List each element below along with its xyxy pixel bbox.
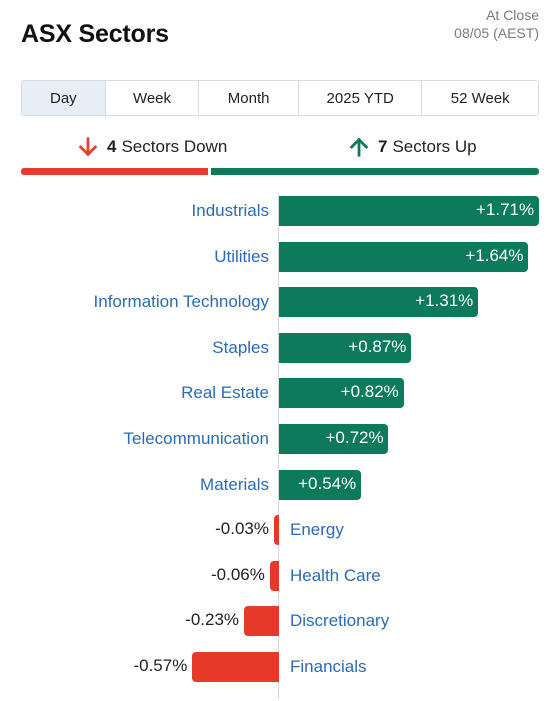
tab-week[interactable]: Week bbox=[105, 81, 200, 115]
status-line-1: At Close bbox=[486, 7, 539, 23]
period-tabs: Day Week Month 2025 YTD 52 Week bbox=[21, 80, 539, 116]
sector-row-health-care: Health Care -0.06% bbox=[0, 560, 546, 591]
value-label-health-care: -0.06% bbox=[211, 564, 265, 584]
value-label-financials: -0.57% bbox=[133, 656, 188, 675]
market-status: At Close 08/05 (AEST) bbox=[454, 6, 539, 42]
arrow-down-icon bbox=[78, 137, 98, 157]
bar-industrials[interactable] bbox=[279, 196, 539, 226]
sectors-up-count: 7 bbox=[378, 137, 388, 156]
sector-label-health-care[interactable]: Health Care bbox=[290, 565, 381, 585]
sector-row-discretionary: Discretionary -0.23% bbox=[0, 606, 546, 637]
sector-row-telecommunication: Telecommunication +0.72% bbox=[0, 424, 546, 454]
bar-discretionary[interactable] bbox=[244, 606, 279, 637]
sector-row-financials: Financials -0.57% bbox=[0, 652, 546, 682]
sectors-up-bar bbox=[211, 168, 539, 175]
value-label-information-technology: +1.31% bbox=[415, 291, 474, 311]
sector-label-real-estate[interactable]: Real Estate bbox=[181, 383, 269, 403]
sector-label-industrials[interactable]: Industrials bbox=[191, 201, 269, 220]
header: ASX Sectors At Close 08/05 (AEST) bbox=[21, 6, 539, 56]
status-date: 08/05 (AEST) bbox=[454, 25, 539, 41]
sectors-down-bar bbox=[21, 168, 208, 175]
arrow-up-icon bbox=[349, 137, 369, 157]
bar-real-estate[interactable] bbox=[279, 378, 404, 409]
sector-row-information-technology: Information Technology +1.31% bbox=[0, 287, 546, 318]
bar-health-care[interactable] bbox=[269, 560, 279, 591]
sectors-down-summary: 4 Sectors Down bbox=[77, 132, 227, 162]
sectors-down-count: 4 bbox=[107, 137, 117, 156]
sector-label-staples[interactable]: Staples bbox=[212, 337, 269, 357]
sector-row-real-estate: Real Estate +0.82% bbox=[0, 378, 546, 409]
bar-energy[interactable] bbox=[274, 515, 279, 546]
value-label-industrials: +1.71% bbox=[476, 200, 535, 219]
sector-label-telecommunication[interactable]: Telecommunication bbox=[123, 429, 269, 448]
value-label-discretionary: -0.23% bbox=[185, 610, 240, 630]
value-label-utilities: +1.64% bbox=[465, 245, 524, 265]
sector-label-materials[interactable]: Materials bbox=[200, 474, 269, 494]
value-label-telecommunication: +0.72% bbox=[325, 428, 384, 447]
value-label-materials: +0.54% bbox=[298, 473, 357, 493]
sector-label-discretionary[interactable]: Discretionary bbox=[290, 611, 390, 631]
sector-label-utilities[interactable]: Utilities bbox=[214, 246, 269, 266]
sector-label-financials[interactable]: Financials bbox=[290, 657, 367, 676]
sector-label-energy[interactable]: Energy bbox=[290, 520, 344, 540]
tab-month[interactable]: Month bbox=[199, 81, 299, 115]
bar-financials[interactable] bbox=[192, 652, 279, 682]
sectors-up-label: Sectors Up bbox=[392, 137, 477, 156]
bar-information-technology[interactable] bbox=[279, 287, 479, 318]
tab-2025-ytd[interactable]: 2025 YTD bbox=[298, 81, 423, 115]
sector-label-information-technology[interactable]: Information Technology bbox=[93, 292, 269, 312]
sector-row-industrials: Industrials +1.71% bbox=[0, 196, 546, 226]
value-label-real-estate: +0.82% bbox=[340, 382, 399, 402]
value-label-staples: +0.87% bbox=[348, 336, 407, 356]
sectors-up-summary: 7 Sectors Up bbox=[348, 132, 477, 162]
tab-52-week[interactable]: 52 Week bbox=[422, 81, 538, 115]
sector-performance-chart: Industrials +1.71% Utilities +1.64% Informat… bbox=[0, 188, 546, 701]
bar-telecommunication[interactable] bbox=[279, 424, 389, 454]
tab-day[interactable]: Day bbox=[22, 81, 106, 115]
bar-utilities[interactable] bbox=[279, 241, 529, 272]
sector-row-energy: Energy -0.03% bbox=[0, 515, 546, 546]
sector-row-staples: Staples +0.87% bbox=[0, 332, 546, 363]
zero-axis bbox=[278, 194, 279, 699]
sector-row-materials: Materials +0.54% bbox=[0, 469, 546, 500]
sector-summary: 4 Sectors Down 7 Sectors Up bbox=[21, 132, 539, 178]
bar-staples[interactable] bbox=[279, 332, 412, 363]
bar-materials[interactable] bbox=[279, 469, 362, 500]
page-title: ASX Sectors bbox=[21, 20, 169, 48]
sectors-down-label: Sectors Down bbox=[121, 137, 228, 156]
sector-row-utilities: Utilities +1.64% bbox=[0, 241, 546, 272]
value-label-energy: -0.03% bbox=[215, 519, 269, 539]
